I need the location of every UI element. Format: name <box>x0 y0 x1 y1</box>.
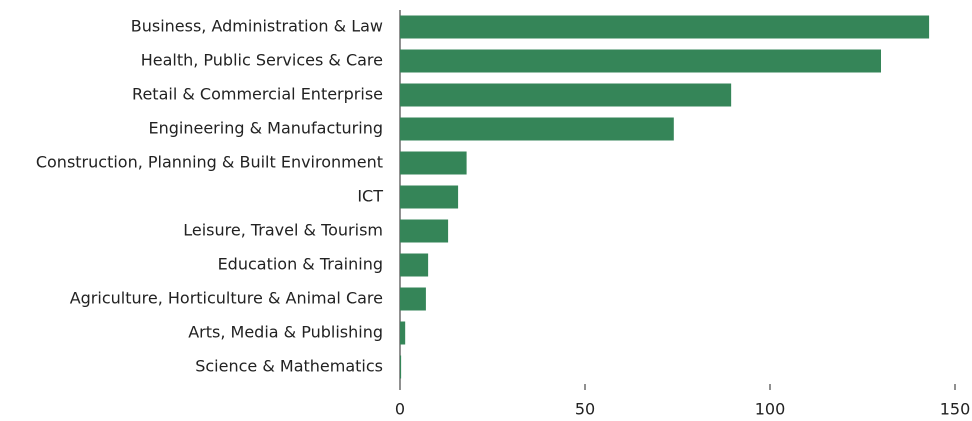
y-tick-label: Construction, Planning & Built Environme… <box>36 153 383 172</box>
y-tick-label: Leisure, Travel & Tourism <box>183 221 383 240</box>
y-tick-label: Health, Public Services & Care <box>141 51 383 70</box>
y-tick-label: Retail & Commercial Enterprise <box>132 85 383 104</box>
y-tick-label: Education & Training <box>218 255 383 274</box>
bar <box>400 219 449 243</box>
y-tick-label: Agriculture, Horticulture & Animal Care <box>70 289 383 308</box>
y-tick-label: Science & Mathematics <box>195 357 383 376</box>
y-tick-label: Business, Administration & Law <box>131 17 383 36</box>
y-tick-label: Engineering & Manufacturing <box>148 119 383 138</box>
bar <box>400 49 881 73</box>
bar <box>400 83 732 107</box>
bar <box>400 185 459 209</box>
bar <box>400 321 406 345</box>
bar <box>400 117 674 141</box>
bar <box>400 355 402 379</box>
bar <box>400 15 930 39</box>
bar <box>400 253 429 277</box>
y-tick-label: Arts, Media & Publishing <box>188 323 383 342</box>
bar <box>400 151 467 175</box>
x-tick-label: 50 <box>575 400 595 419</box>
x-tick-label: 0 <box>395 400 405 419</box>
x-tick-label: 100 <box>755 400 786 419</box>
y-tick-label: ICT <box>357 187 383 206</box>
x-tick-label: 150 <box>940 400 971 419</box>
bar <box>400 287 426 311</box>
